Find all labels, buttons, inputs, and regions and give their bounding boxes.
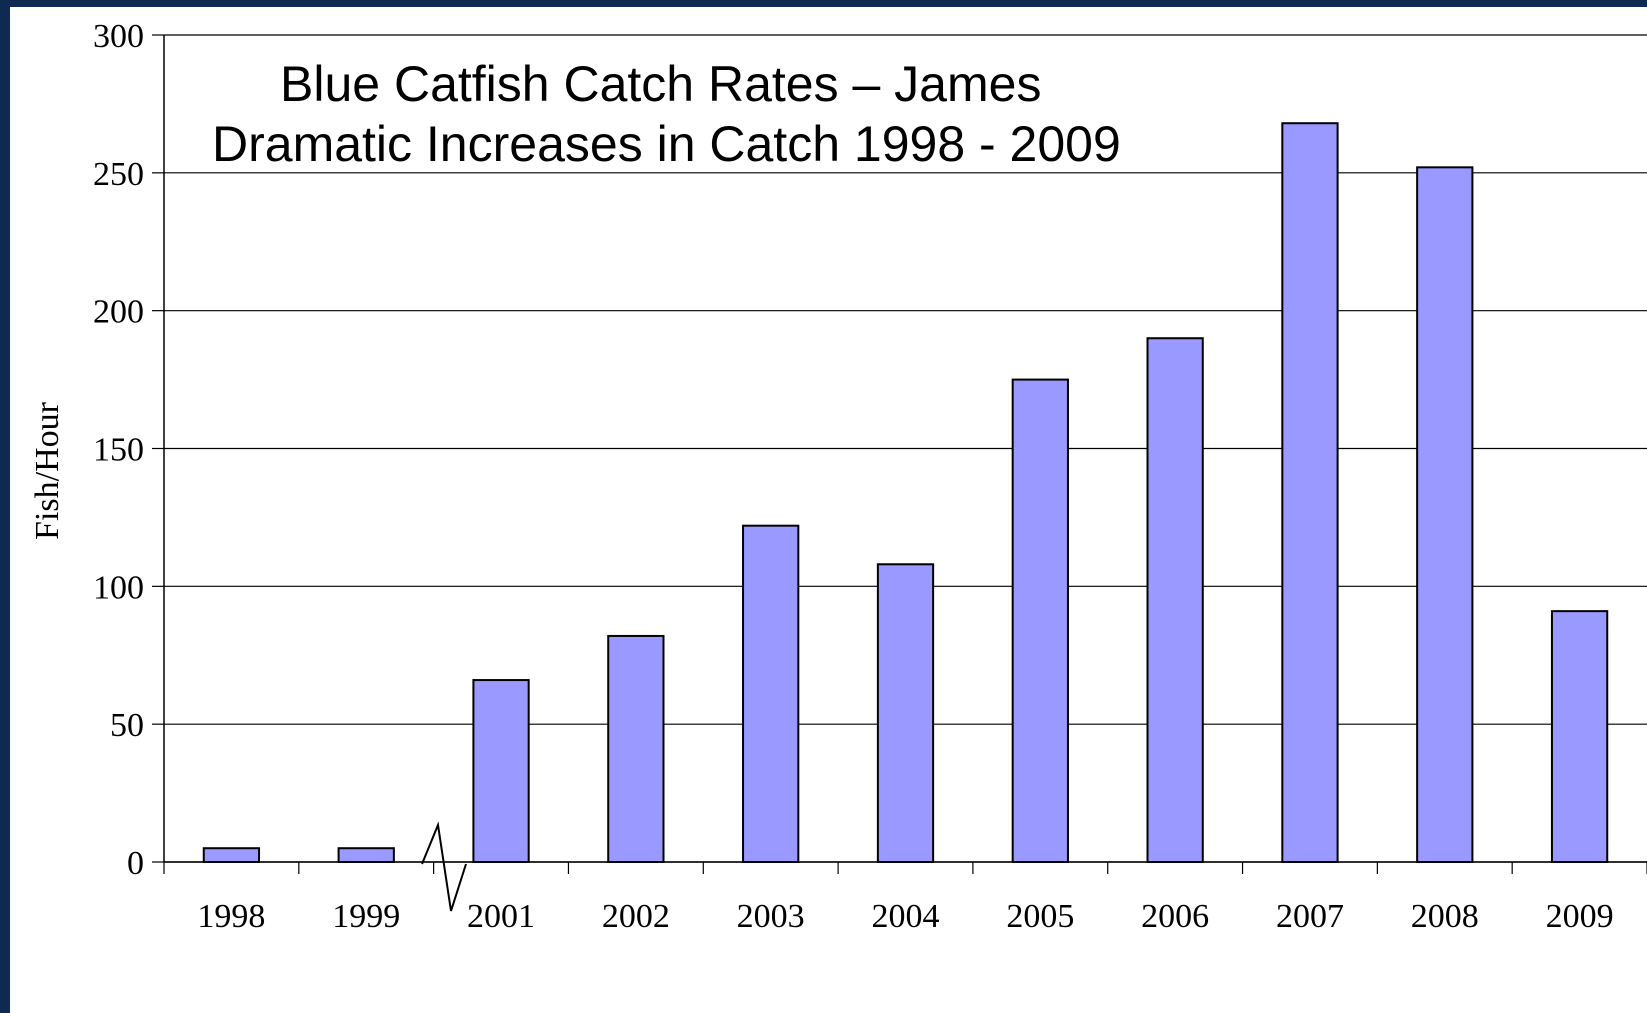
x-tick-label-2002: 2002: [602, 898, 670, 935]
y-tick-label-0: 0: [127, 845, 144, 882]
x-tick-label-2007: 2007: [1276, 898, 1344, 935]
slide-frame: 0 50 100 150 200 250 300 1998 1999 2001 2002 2003 2…: [10, 7, 1647, 1013]
y-axis-title: Fish/Hour: [29, 401, 66, 540]
x-tick-labels: 1998 1999 2001 2002 2003 2004 2005 2006 2007 2008…: [197, 898, 1613, 935]
bar-2003: [742, 524, 800, 863]
bar-2009: [1550, 610, 1609, 863]
chart-title-line-2: Dramatic Increases in Catch 1998 - 2009: [212, 116, 1121, 172]
y-tick-label-300: 300: [93, 18, 144, 55]
x-tick-label-1998: 1998: [197, 898, 265, 935]
y-tick-label-50: 50: [110, 707, 144, 744]
x-tick-label-2001: 2001: [467, 898, 535, 935]
x-tick-label-2008: 2008: [1411, 898, 1479, 935]
y-tick-label-150: 150: [93, 432, 144, 469]
bar-2002: [607, 634, 665, 863]
y-tick-label-100: 100: [93, 569, 144, 606]
bar-2001: [472, 679, 530, 863]
bar-1998: [202, 847, 261, 864]
bar-2008: [1416, 166, 1474, 863]
x-tick-label-1999: 1999: [332, 898, 400, 935]
y-tick-label-200: 200: [93, 294, 144, 331]
x-tick-label-2004: 2004: [872, 898, 940, 935]
bars: [202, 122, 1609, 864]
bar-2007: [1281, 122, 1339, 864]
axis-break-marker: [421, 821, 467, 912]
x-tick-label-2009: 2009: [1546, 898, 1614, 935]
chart-title-line-1: Blue Catfish Catch Rates – James: [280, 56, 1041, 112]
bar-chart: 0 50 100 150 200 250 300 1998 1999 2001 2002 2003 2…: [29, 18, 1647, 935]
axes: [152, 34, 1647, 874]
x-tick-label-2005: 2005: [1006, 898, 1074, 935]
x-tick-label-2003: 2003: [737, 898, 805, 935]
x-tick-label-2006: 2006: [1141, 898, 1209, 935]
y-tick-labels: 0 50 100 150 200 250 300: [93, 18, 144, 882]
bar-2005: [1011, 378, 1069, 863]
y-tick-label-250: 250: [93, 156, 144, 193]
bar-1999: [337, 847, 395, 864]
bar-2004: [876, 563, 935, 864]
bar-2006: [1146, 337, 1204, 863]
